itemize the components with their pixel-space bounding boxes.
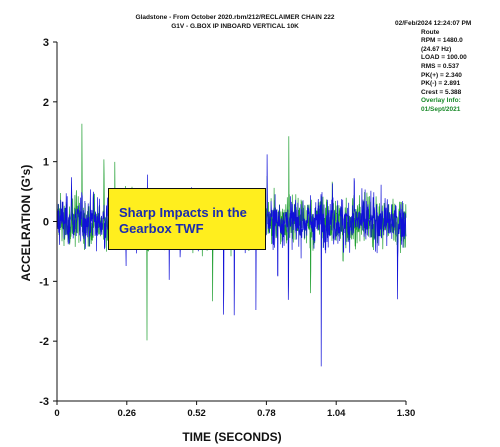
primary-trace	[56, 154, 407, 367]
rpm-value: RPM = 1480.0	[421, 37, 463, 45]
x-tick-label: 1.30	[397, 408, 416, 419]
crest-value: Crest = 5.388	[421, 88, 462, 96]
x-tick-label: 0.78	[257, 408, 276, 419]
load-value: LOAD = 100.00	[421, 54, 467, 62]
rms-value: RMS = 0.537	[421, 62, 460, 70]
y-tick-label: -1	[39, 276, 49, 288]
annotation-callout: Sharp Impacts in the Gearbox TWF	[108, 188, 266, 250]
y-tick-label: -3	[39, 396, 49, 408]
info-panel: 02/Feb/2024 12:24:07 PM Route RPM = 1480…	[395, 20, 471, 115]
overlay-info-label: Overlay Info:	[421, 97, 461, 105]
x-tick-label: 0.26	[118, 408, 137, 419]
chart-title: Gladstone - From October 2020.rbm/212/RE…	[135, 14, 335, 21]
peak-negative-value: PK(-) = 2.891	[421, 80, 461, 88]
x-tick-label: 0.52	[187, 408, 206, 419]
y-axis-ticks: 3 2 1 0 -1 -2 -3	[39, 37, 57, 408]
y-tick-label: 1	[43, 157, 49, 169]
y-tick-label: 3	[43, 37, 49, 49]
route-label: Route	[421, 28, 440, 36]
y-tick-label: -2	[39, 336, 49, 348]
callout-text-line2: Gearbox TWF	[119, 221, 204, 236]
chart-subtitle: G1V - G.BOX IP INBOARD VERTICAL 10K	[171, 23, 299, 30]
x-axis-ticks: 0 0.26 0.52 0.78 1.04 1.30	[54, 401, 415, 419]
peak-positive-value: PK(+) = 2.340	[421, 71, 462, 79]
overlay-date: 01/Sept/2021	[421, 105, 461, 113]
y-tick-label: 0	[43, 217, 49, 229]
y-axis-label: ACCELRATION (G's)	[19, 165, 33, 282]
hz-value: (24.67 Hz)	[421, 45, 452, 53]
timestamp: 02/Feb/2024 12:24:07 PM	[395, 20, 472, 27]
x-tick-label: 0	[54, 408, 59, 419]
y-tick-label: 2	[43, 97, 49, 109]
x-axis-label: TIME (SECONDS)	[182, 430, 281, 444]
callout-text-line1: Sharp Impacts in the	[119, 205, 247, 220]
x-tick-label: 1.04	[327, 408, 346, 419]
